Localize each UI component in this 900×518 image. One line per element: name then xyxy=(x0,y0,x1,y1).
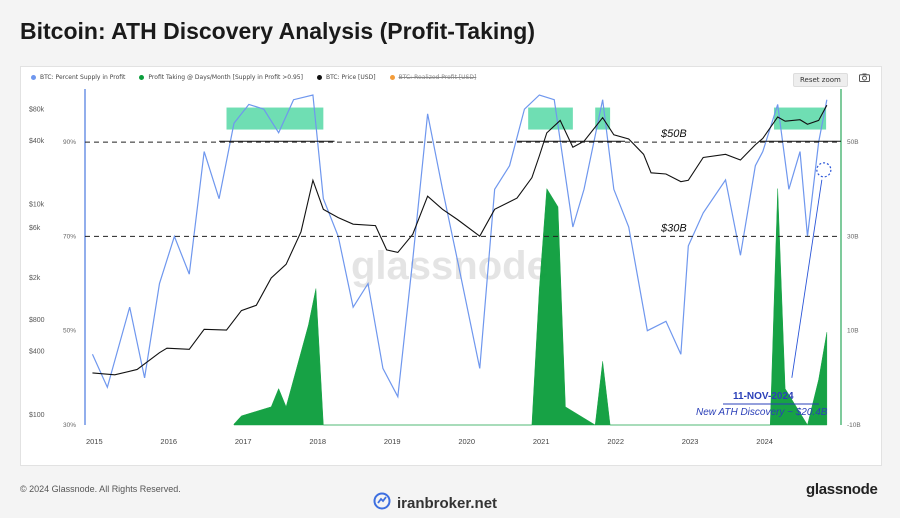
legend-dot xyxy=(31,75,36,80)
y-tick-price: $40k xyxy=(29,138,45,145)
legend-label: BTC: Price [USD] xyxy=(325,74,376,81)
event-date-label: 11-NOV-2024 xyxy=(733,391,794,402)
legend-item-supply-in-profit[interactable]: BTC: Percent Supply in Profit xyxy=(31,74,125,81)
profit-taking-area xyxy=(233,187,828,426)
watermark-text: iranbroker.net xyxy=(397,495,498,512)
x-tick-year: 2020 xyxy=(458,437,475,446)
event-text-label: New ATH Discovery ~ $20.4B xyxy=(696,407,828,418)
y-tick-price: $6k xyxy=(29,225,41,232)
y-tick-right: -10B xyxy=(847,422,861,429)
event-circle xyxy=(816,162,832,178)
y-tick-percent: 90% xyxy=(63,139,76,146)
chart-title: Bitcoin: ATH Discovery Analysis (Profit-… xyxy=(20,18,536,44)
price-line xyxy=(92,104,828,376)
y-tick-price: $10k xyxy=(29,202,45,209)
x-tick-year: 2024 xyxy=(756,437,773,446)
y-tick-price: $800 xyxy=(29,317,45,324)
chart-svg: glassnode $50B $30B $80k $40k $10k $6k $2k $800 $… xyxy=(29,89,861,446)
legend-label: BTC: Realized Profit [USD] xyxy=(398,74,477,81)
legend-item-realized-profit[interactable]: BTC: Realized Profit [USD] xyxy=(389,74,477,81)
x-tick-year: 2015 xyxy=(86,437,103,446)
legend-dot xyxy=(316,75,322,80)
legend-item-price[interactable]: BTC: Price [USD] xyxy=(316,74,376,81)
supply-in-profit-line xyxy=(91,94,828,399)
x-tick-year: 2019 xyxy=(384,437,401,446)
reset-zoom-button[interactable]: Reset zoom xyxy=(793,73,848,87)
legend-label: BTC: Percent Supply in Profit xyxy=(40,74,126,81)
legend-label: Profit Taking @ Days/Month [Supply in Pr… xyxy=(148,74,303,81)
y-tick-right: 10B xyxy=(847,328,859,335)
y-tick-percent: 50% xyxy=(63,328,76,335)
copyright-text: © 2024 Glassnode. All Rights Reserved. xyxy=(20,484,181,494)
camera-icon[interactable] xyxy=(859,73,870,84)
dashed-level-label: $30B xyxy=(660,222,687,234)
event-pointer xyxy=(791,179,823,378)
y-tick-percent: 70% xyxy=(63,233,76,240)
dashed-level-label: $50B xyxy=(660,128,687,140)
iranbroker-logo-icon xyxy=(373,492,391,515)
x-tick-year: 2021 xyxy=(533,437,550,446)
y-tick-percent: 30% xyxy=(63,422,76,429)
legend-item-profit-taking[interactable]: Profit Taking @ Days/Month [Supply in Pr… xyxy=(139,74,303,81)
x-tick-year: 2022 xyxy=(607,437,624,446)
y-tick-price: $2k xyxy=(29,275,41,282)
ath-band xyxy=(773,107,827,130)
legend-dot xyxy=(139,75,145,80)
y-tick-right: 50B xyxy=(847,139,859,146)
chart-panel: BTC: Percent Supply in Profit Profit Tak… xyxy=(20,66,882,466)
ath-band xyxy=(226,107,324,130)
y-tick-price: $80k xyxy=(29,107,45,114)
legend-dot xyxy=(389,75,395,80)
y-tick-price: $100 xyxy=(29,412,45,419)
y-tick-price: $400 xyxy=(29,349,45,356)
iranbroker-watermark: iranbroker.net xyxy=(373,492,497,515)
y-tick-right: 30B xyxy=(847,233,859,240)
legend: BTC: Percent Supply in Profit Profit Tak… xyxy=(31,74,476,81)
x-tick-year: 2023 xyxy=(682,437,699,446)
chart-watermark: glassnode xyxy=(351,244,549,288)
x-tick-year: 2017 xyxy=(235,437,252,446)
ath-band xyxy=(528,107,573,130)
brand-logo: glassnode xyxy=(806,481,878,498)
x-tick-year: 2018 xyxy=(309,437,326,446)
x-tick-year: 2016 xyxy=(160,437,177,446)
